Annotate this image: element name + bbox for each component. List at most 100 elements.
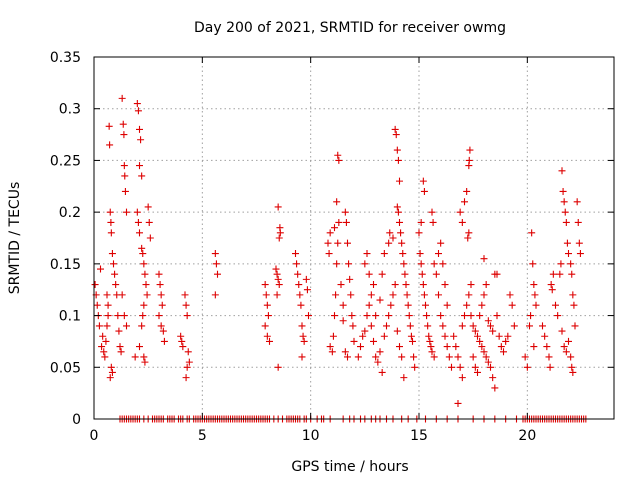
data-point (354, 353, 362, 361)
y-tick-label: 0.25 (50, 153, 81, 169)
data-point (332, 291, 340, 299)
data-point (350, 337, 358, 345)
data-point (454, 399, 462, 407)
y-tick-label: 0.3 (59, 102, 81, 118)
data-point (484, 317, 492, 325)
data-point (116, 343, 124, 351)
data-point (106, 141, 114, 149)
data-point (568, 270, 576, 278)
data-point (437, 312, 445, 320)
data-point (487, 363, 494, 371)
data-point (569, 368, 577, 376)
data-point (123, 208, 130, 216)
data-point (575, 239, 583, 247)
data-point (181, 291, 189, 299)
data-point (91, 281, 99, 289)
data-point (419, 177, 427, 185)
data-point (454, 353, 462, 361)
data-point (184, 348, 192, 356)
data-point (274, 275, 282, 283)
x-tick-labels: 0 5 10 15 20 (90, 428, 537, 444)
data-point (385, 239, 393, 247)
data-point (441, 332, 449, 340)
data-point (562, 218, 570, 226)
data-point (435, 291, 442, 299)
data-point (465, 229, 473, 237)
data-point (300, 337, 308, 345)
data-point (476, 337, 484, 345)
y-tick-label: 0.15 (50, 257, 81, 273)
data-point (325, 250, 333, 258)
data-point (398, 239, 406, 247)
data-point (530, 343, 538, 351)
data-point (423, 312, 431, 320)
data-point (396, 343, 403, 351)
data-point (370, 337, 377, 345)
data-point (372, 312, 380, 320)
data-point (484, 358, 492, 366)
data-point (361, 327, 369, 335)
data-point (480, 291, 488, 299)
data-point (558, 167, 566, 175)
data-point (556, 270, 564, 278)
data-point (156, 281, 164, 289)
data-point (264, 312, 272, 320)
data-point (146, 234, 154, 242)
data-point (570, 301, 578, 309)
data-point (380, 250, 388, 258)
plot-frame (93, 56, 615, 420)
data-point (445, 353, 453, 361)
data-point (157, 322, 165, 330)
data-point (138, 322, 146, 330)
data-point (547, 281, 555, 289)
x-axis-label: GPS time / hours (291, 459, 408, 475)
data-point (298, 322, 306, 330)
data-point (183, 312, 191, 320)
data-point (120, 131, 128, 139)
data-point (303, 286, 311, 294)
data-point (212, 260, 220, 268)
data-point (428, 208, 436, 216)
x-tick-label: 10 (302, 428, 320, 444)
data-point (558, 327, 566, 335)
data-point (565, 337, 572, 345)
data-point (545, 353, 553, 361)
data-point (376, 296, 384, 304)
data-point (461, 312, 468, 320)
data-point (274, 363, 282, 371)
data-point (383, 322, 390, 330)
data-point (465, 291, 473, 299)
data-point (105, 122, 113, 130)
data-point (139, 250, 147, 258)
data-point (367, 291, 375, 299)
data-point (401, 270, 409, 278)
data-point (328, 348, 336, 356)
data-point (574, 218, 582, 226)
data-point (123, 322, 130, 330)
data-point (480, 255, 488, 263)
data-point (419, 281, 427, 289)
data-point (389, 291, 397, 299)
data-point (546, 363, 554, 371)
data-point (392, 131, 400, 139)
data-point (478, 301, 486, 309)
data-point (297, 301, 305, 309)
data-point (510, 322, 518, 330)
data-point (365, 301, 373, 309)
data-point (463, 187, 471, 195)
data-point (452, 343, 460, 351)
data-point (121, 172, 129, 180)
data-point (504, 332, 512, 340)
data-point (493, 270, 501, 278)
data-point (506, 291, 514, 299)
data-point (275, 281, 283, 289)
data-point (335, 156, 343, 164)
data-point (406, 322, 414, 330)
data-point (363, 312, 371, 320)
data-point (179, 343, 187, 351)
data-point (98, 343, 106, 351)
data-point (539, 322, 546, 330)
data-point (427, 343, 435, 351)
data-point (424, 322, 432, 330)
data-point (140, 301, 148, 309)
